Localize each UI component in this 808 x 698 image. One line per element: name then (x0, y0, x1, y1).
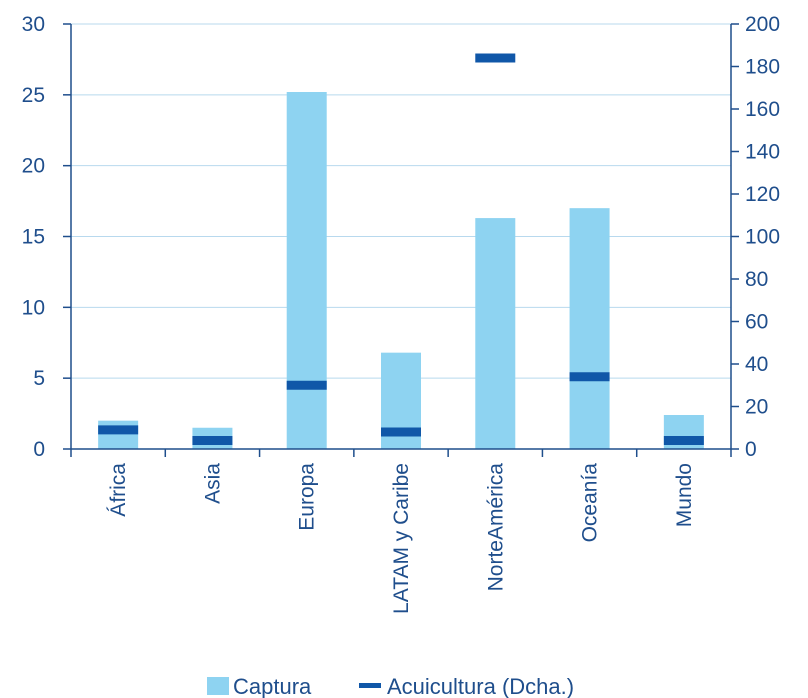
marker-acuicultura-3 (381, 427, 421, 437)
legend-label-captura: Captura (233, 674, 312, 698)
right-axis-tick-labels: 0 20 40 60 80 100 120 140 160 180 200 (745, 13, 780, 461)
right-tick-label: 140 (745, 141, 780, 164)
marker-acuicultura-6 (663, 436, 704, 445)
bar-captura-5 (569, 208, 610, 449)
bar-captura-2 (286, 92, 327, 449)
category-label-4: NorteAmérica (484, 463, 507, 592)
right-tick-label: 40 (745, 353, 768, 376)
right-tick-label: 160 (745, 98, 780, 121)
category-label-2: Europa (296, 463, 319, 531)
right-tick-label: 180 (745, 56, 780, 79)
marker-acuicultura-1 (192, 436, 233, 445)
legend-swatch-acuicultura (359, 683, 381, 688)
legend: Captura Acuicultura (Dcha.) (207, 674, 574, 698)
bar-captura-4 (475, 218, 516, 449)
left-tick-label: 30 (22, 13, 45, 36)
category-label-0: África (107, 463, 130, 517)
category-label-6: Mundo (673, 463, 696, 527)
acuicultura-markers (98, 53, 704, 445)
legend-swatch-captura (207, 677, 229, 695)
left-axis-tick-labels: 0 5 10 15 20 25 30 (22, 13, 45, 461)
right-tick-label: 60 (745, 311, 768, 334)
right-tick-label: 20 (745, 396, 768, 419)
category-label-5: Oceanía (579, 463, 602, 543)
right-tick-label: 100 (745, 226, 780, 249)
bar-captura-0 (98, 420, 139, 449)
marker-acuicultura-0 (98, 425, 139, 435)
marker-acuicultura-4 (475, 53, 516, 63)
left-tick-label: 15 (22, 226, 45, 249)
category-label-3: LATAM y Caribe (390, 463, 413, 614)
left-tick-label: 0 (33, 438, 45, 461)
right-tick-label: 0 (745, 438, 757, 461)
marker-acuicultura-5 (569, 372, 610, 382)
captura-bars (98, 92, 704, 449)
grid-lines (71, 23, 731, 379)
left-tick-label: 20 (22, 155, 45, 178)
left-tick-label: 10 (22, 296, 45, 319)
right-tick-label: 80 (745, 268, 768, 291)
marker-acuicultura-2 (286, 380, 327, 390)
legend-label-acuicultura: Acuicultura (Dcha.) (387, 674, 574, 698)
right-tick-label: 120 (745, 183, 780, 206)
category-labels: África Asia Europa LATAM y Caribe NorteAméri… (107, 463, 696, 614)
left-tick-label: 25 (22, 84, 45, 107)
left-tick-label: 5 (33, 367, 45, 390)
axes (63, 23, 739, 457)
right-tick-label: 200 (745, 13, 780, 36)
category-label-1: Asia (201, 463, 224, 504)
